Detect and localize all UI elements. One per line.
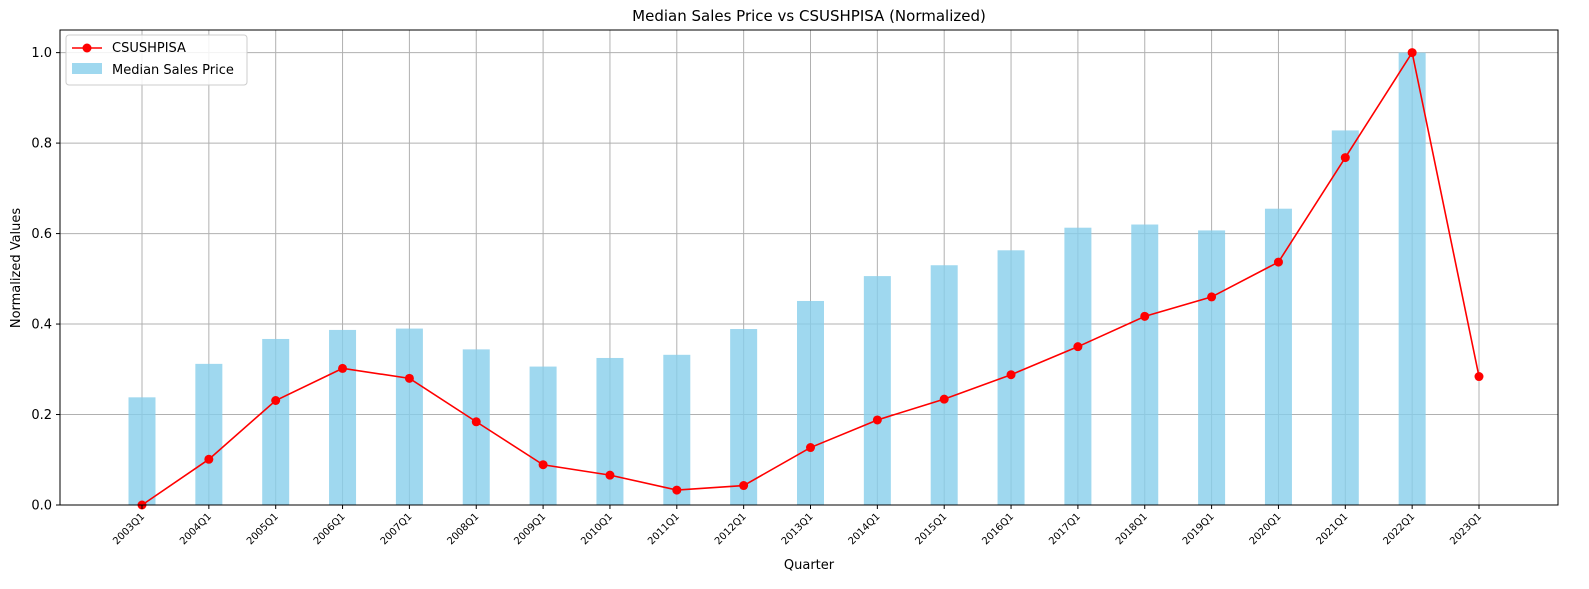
x-tick-label: 2009Q1 xyxy=(512,511,548,547)
point-csushpisa xyxy=(1474,372,1484,382)
point-csushpisa xyxy=(1273,257,1283,267)
point-csushpisa xyxy=(872,415,882,425)
x-tick-label: 2018Q1 xyxy=(1114,511,1150,547)
x-tick-label: 2012Q1 xyxy=(713,511,749,547)
bar-median-sales-price xyxy=(262,338,290,505)
legend-line-marker xyxy=(82,43,92,53)
bar-median-sales-price xyxy=(329,329,357,505)
y-tick-label: 1.0 xyxy=(31,46,52,61)
x-tick-label: 2011Q1 xyxy=(646,511,682,547)
x-tick-label: 2007Q1 xyxy=(379,511,415,547)
x-tick-label: 2008Q1 xyxy=(446,511,482,547)
bar-median-sales-price xyxy=(930,265,958,505)
point-csushpisa xyxy=(271,396,281,405)
bar-median-sales-price xyxy=(596,357,624,505)
plot-frame xyxy=(59,29,1559,506)
y-tick-label: 0.2 xyxy=(31,408,52,423)
bar-median-sales-price xyxy=(195,363,223,505)
x-tick-label: 2003Q1 xyxy=(111,511,147,547)
bar-median-sales-price xyxy=(395,328,423,505)
bar-median-sales-price xyxy=(1064,227,1092,505)
bar-median-sales-price xyxy=(529,366,557,505)
bar-median-sales-price xyxy=(863,276,891,505)
x-tick-label: 2023Q1 xyxy=(1448,511,1484,547)
x-tick-label: 2021Q1 xyxy=(1315,511,1351,547)
point-csushpisa xyxy=(806,443,815,453)
x-tick-label: 2020Q1 xyxy=(1248,511,1284,547)
x-tick-label: 2017Q1 xyxy=(1047,511,1083,547)
bar-median-sales-price xyxy=(730,329,758,505)
bar-median-sales-price xyxy=(1131,224,1159,505)
point-csushpisa xyxy=(404,373,414,383)
point-csushpisa xyxy=(471,417,481,427)
legend-entry-median-sales-price: Median Sales Price xyxy=(112,63,234,78)
x-tick-label: 2015Q1 xyxy=(913,511,949,547)
bar-median-sales-price xyxy=(663,354,691,505)
point-csushpisa xyxy=(1006,370,1016,380)
bar-median-sales-price xyxy=(1264,208,1292,505)
y-axis: 0.0 0.2 0.4 0.6 0.8 1.0 xyxy=(31,46,60,514)
y-tick-label: 0.0 xyxy=(31,499,52,514)
bar-median-sales-price xyxy=(1398,52,1426,505)
point-csushpisa xyxy=(1207,292,1217,302)
bar-median-sales-price xyxy=(128,397,156,505)
legend: CSUSHPISA Median Sales Price xyxy=(65,34,248,86)
legend-entry-csushpisa: CSUSHPISA xyxy=(112,41,186,56)
point-csushpisa xyxy=(1407,48,1417,58)
chart-title: Median Sales Price vs CSUSHPISA (Normali… xyxy=(632,7,986,25)
point-csushpisa xyxy=(939,394,949,404)
x-tick-label: 2013Q1 xyxy=(780,511,816,547)
y-tick-label: 0.4 xyxy=(31,318,52,333)
x-tick-label: 2010Q1 xyxy=(579,511,615,547)
y-axis-label: Normalized Values xyxy=(9,208,24,329)
bar-median-sales-price xyxy=(1331,130,1359,505)
point-csushpisa xyxy=(204,454,214,464)
point-csushpisa xyxy=(605,470,615,480)
bar-median-sales-price xyxy=(1198,230,1226,505)
bar-median-sales-price xyxy=(797,300,824,505)
point-csushpisa xyxy=(672,485,682,495)
point-csushpisa xyxy=(739,481,749,491)
point-csushpisa xyxy=(538,460,548,470)
point-csushpisa xyxy=(1340,153,1350,163)
x-axis-label: Quarter xyxy=(784,558,835,573)
line-layer xyxy=(137,48,1484,510)
x-tick-label: 2022Q1 xyxy=(1381,511,1417,547)
x-tick-label: 2006Q1 xyxy=(312,511,348,547)
x-tick-label: 2019Q1 xyxy=(1181,511,1217,547)
bars xyxy=(128,52,1426,505)
point-csushpisa xyxy=(1073,342,1083,352)
legend-frame xyxy=(65,34,248,86)
y-tick-label: 0.8 xyxy=(31,137,52,152)
legend-bar-swatch xyxy=(72,63,102,74)
y-tick-label: 0.6 xyxy=(31,227,52,242)
x-tick-label: 2004Q1 xyxy=(178,511,214,547)
point-csushpisa xyxy=(1140,311,1150,321)
x-tick-label: 2016Q1 xyxy=(980,511,1016,547)
point-csushpisa xyxy=(338,363,348,373)
x-axis: 2003Q1 2004Q1 2005Q1 2006Q1 2007Q1 2008Q1 2009… xyxy=(111,505,1484,547)
x-tick-label: 2005Q1 xyxy=(245,511,281,547)
x-tick-label: 2014Q1 xyxy=(847,511,883,547)
